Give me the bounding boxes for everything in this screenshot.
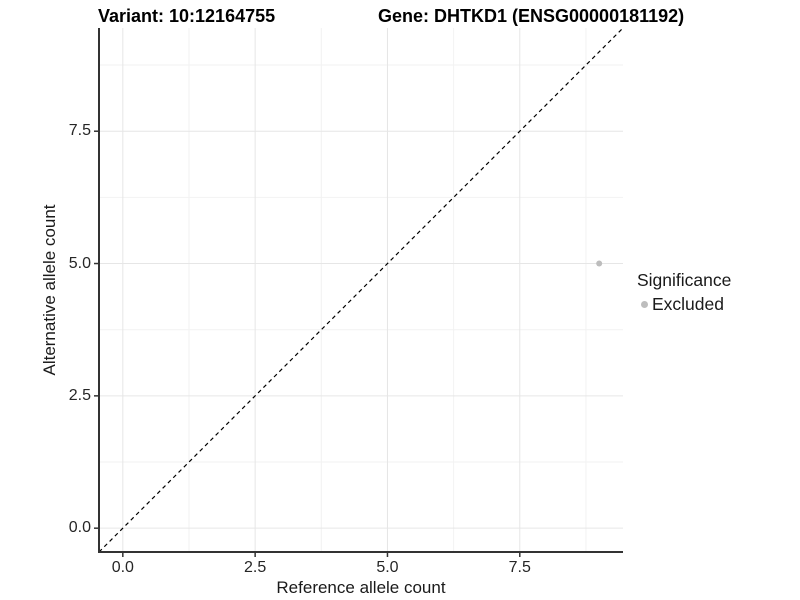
- x-tick-label: 5.0: [376, 559, 399, 576]
- y-tick-label: 7.5: [68, 122, 91, 140]
- x-axis-title: Reference allele count: [276, 578, 446, 597]
- legend: Significance Excluded: [637, 270, 731, 315]
- legend-item-excluded: Excluded: [637, 294, 731, 315]
- identity-dashed-line: [98, 27, 624, 553]
- y-tick-label: 0.0: [68, 519, 91, 537]
- legend-item-label: Excluded: [652, 294, 724, 314]
- gene-title: Gene: DHTKD1 (ENSG00000181192): [378, 6, 685, 26]
- x-tick-label: 2.5: [244, 559, 267, 576]
- legend-point-icon: [641, 301, 648, 308]
- y-tick-label: 2.5: [68, 386, 91, 404]
- variant-title: Variant: 10:12164755: [98, 6, 276, 26]
- y-axis-title: Alternative allele count: [40, 204, 59, 376]
- legend-title: Significance: [637, 270, 732, 290]
- data-point: [596, 260, 603, 267]
- y-tick-label: 5.0: [68, 254, 91, 272]
- x-tick-label: 0.0: [111, 559, 134, 576]
- x-tick-label: 7.5: [508, 559, 531, 576]
